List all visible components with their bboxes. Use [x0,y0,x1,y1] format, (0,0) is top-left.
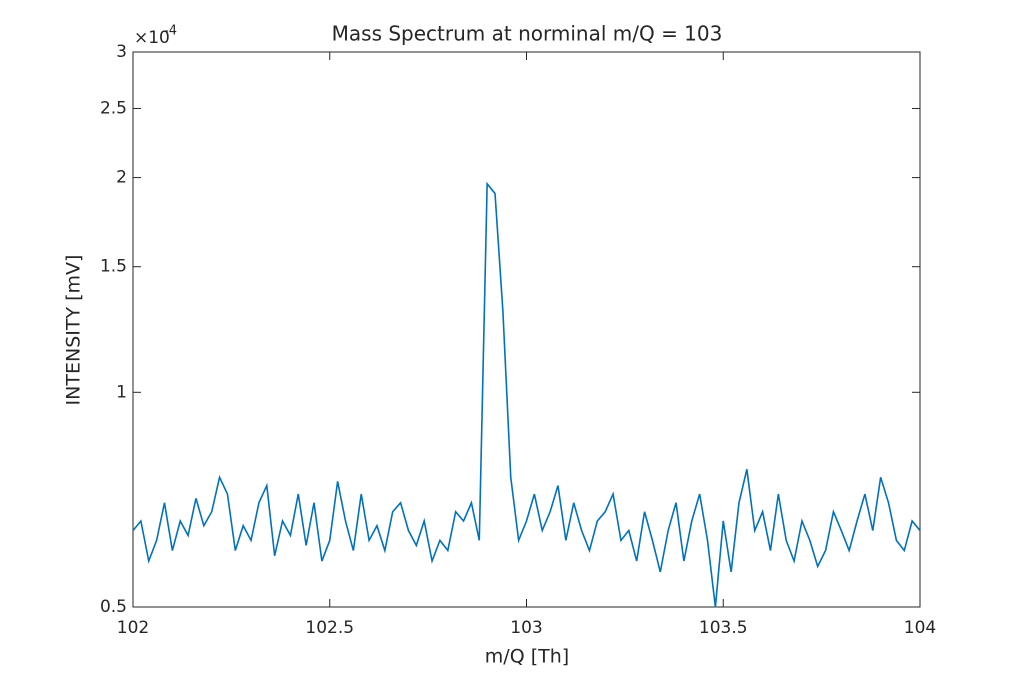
x-tick-label: 104 [904,618,936,638]
x-tick-label: 102 [117,618,149,638]
y-tick-label: 0.5 [100,597,127,617]
y-axis-label: INTENSITY [mV] [63,255,85,406]
x-axis-label: m/Q [Th] [485,646,569,668]
y-tick-label: 3 [116,42,127,62]
x-tick-label: 103 [510,618,542,638]
line-series [132,181,921,608]
x-tick-label: 102.5 [305,618,354,638]
y-tick-label: 2.5 [100,98,127,118]
y-multiplier: ×10 [134,28,170,48]
y-exponent: -4 [164,24,177,39]
x-tick-label: 103.5 [699,618,748,638]
y-tick-label: 1.5 [100,257,127,277]
plot-frame [132,51,921,608]
y-tick-label: 2 [116,168,127,188]
y-tick-label: 1 [116,382,127,402]
chart-title: Mass Spectrum at norminal m/Q = 103 [332,22,723,46]
